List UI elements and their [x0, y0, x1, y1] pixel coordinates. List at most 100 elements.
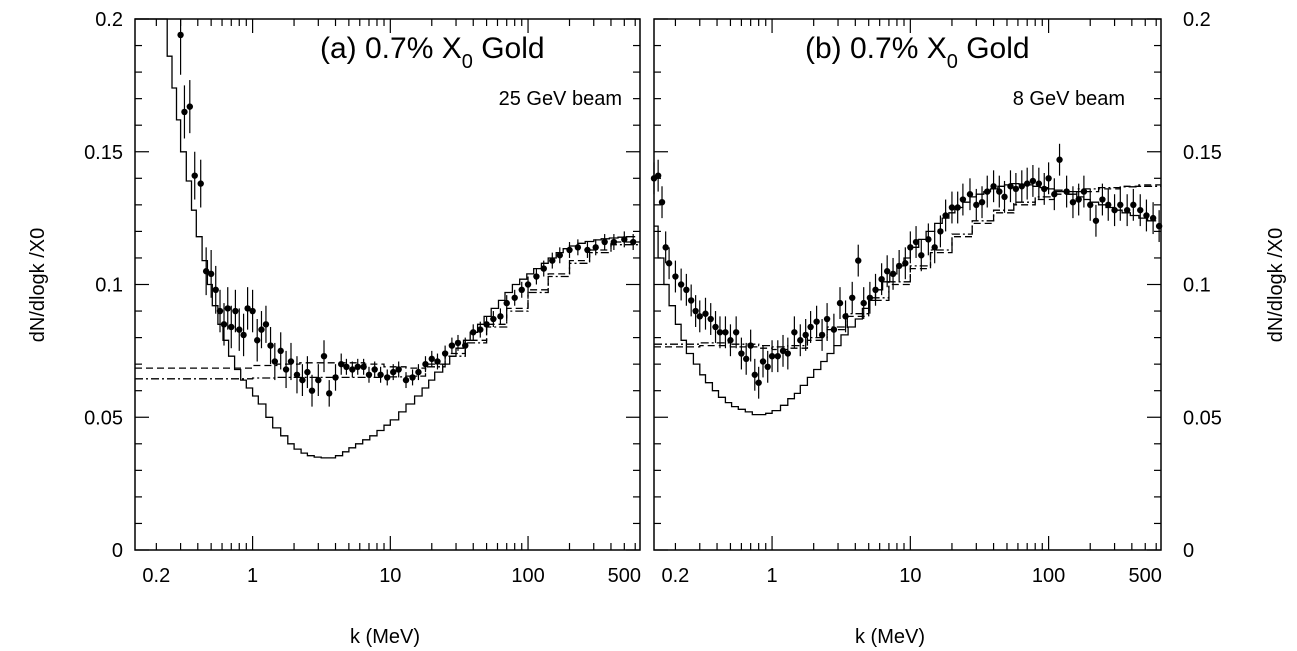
panel-b-data-point [1069, 198, 1077, 206]
panel-a-ytick-label: 0 [112, 540, 123, 562]
panel-a-mc-dashdot [135, 244, 640, 380]
panel-a-data-point [540, 265, 547, 272]
panel-b-data-point [662, 244, 669, 251]
panel-b-xlabel: k (MeV) [855, 626, 925, 648]
panel-b-xtick-label: 100 [1032, 565, 1065, 587]
panel-b-data-point [918, 252, 925, 259]
panel-b-title-sub: 0 [947, 51, 958, 73]
panel-b-data-point [1045, 175, 1052, 182]
panel-b-data-point [1117, 201, 1124, 209]
panel-a-data-point [592, 244, 599, 251]
panel-a-data-point [556, 252, 563, 259]
panel-b-data-point [1130, 201, 1137, 209]
panel-b-data-point [1137, 206, 1144, 214]
panel-b-data-point [677, 281, 685, 288]
panel-a-data-point [549, 257, 556, 264]
panel-a-data-point [395, 366, 402, 373]
panel-b-data-point [973, 201, 980, 209]
panel-a-plot: 0 0.05 0.1 0.15 0.2 0.2 1 10 100 500 [84, 9, 641, 587]
panel-b-data-point [942, 212, 949, 219]
panel-a-xlabel: k (MeV) [350, 626, 420, 648]
panel-b-title-suffix: Gold [958, 32, 1030, 65]
panel-a-data-point [244, 305, 251, 312]
panel-a-title-main: (a) 0.7% X [320, 32, 462, 65]
panel-b-data-point [1099, 196, 1106, 203]
panel-a-data-point [584, 246, 591, 254]
panel-b-data-point [978, 198, 986, 206]
panel-b-data-point [860, 299, 867, 307]
panel-b-data-point [764, 363, 771, 371]
panel-b-xtick-label: 500 [1129, 565, 1162, 587]
panel-b-data-point [807, 323, 814, 331]
panel-a-data-point [409, 374, 416, 381]
panel-a-data-point [293, 371, 301, 378]
panel-b-title: (b) 0.7% X0 Gold [805, 32, 1030, 73]
panel-b-data-point [1075, 196, 1082, 203]
panel-a-data-point [384, 374, 391, 381]
panel-a-data-point [524, 281, 532, 288]
panel-a-data-point [197, 180, 204, 187]
panel-a-data-point [236, 326, 243, 333]
panel-b-data-point [774, 352, 781, 360]
panel-b-data-point [692, 307, 699, 315]
panel-a-data-point [240, 331, 247, 339]
panel-b-data-point [768, 352, 776, 360]
panel-b-data-point [1041, 185, 1048, 193]
panel-b-data-point [996, 188, 1003, 195]
panel-a-data-point [434, 358, 441, 365]
panel-a: 0 0.05 0.1 0.15 0.2 0.2 1 10 100 500 (a) 0.7% X0 … [27, 9, 641, 648]
panel-b-data-point [855, 257, 862, 264]
panel-a-data-point [490, 315, 497, 323]
panel-a-data-point [454, 339, 462, 347]
panel-b-data-point [732, 329, 740, 336]
panel-a-subtitle: 25 GeV beam [499, 88, 622, 110]
panel-a-data-point [299, 376, 306, 384]
panel-b-data-point [802, 331, 809, 339]
panel-b-data-point [1123, 206, 1131, 214]
panel-b-data-point [751, 371, 758, 378]
panel-b-data-point [722, 329, 729, 336]
panel-b-data-point [937, 228, 944, 235]
panel-b-data-point [1143, 212, 1150, 219]
panel-a-data-point [360, 363, 367, 371]
panel-a-data-point [629, 238, 637, 246]
panel-a-ytick-label: 0.1 [95, 275, 123, 297]
panel-b-data-point [849, 294, 856, 301]
panel-a-data-point [308, 387, 316, 394]
panel-b-data-point [1051, 191, 1058, 198]
panel-b-ytick-label: 0.2 [1183, 9, 1211, 31]
panel-a-data-point [315, 376, 322, 384]
panel-a-data-point [354, 363, 361, 371]
panel-b-data-point [702, 310, 709, 317]
panel-b-data-point [784, 350, 792, 357]
panel-b-data-point [959, 196, 967, 203]
panel-a-data-point [287, 358, 295, 365]
panel-b-data-point [712, 323, 719, 331]
panel-a-data-point [365, 371, 373, 378]
panel-b-data-point [1001, 193, 1008, 201]
panel-a-xtick-label: 500 [608, 565, 641, 587]
panel-b-data-point [813, 318, 820, 325]
panel-b-plot: 0 0.05 0.1 0.15 0.2 0.2 1 10 100 500 [650, 9, 1222, 587]
panel-b-data-point [966, 191, 974, 198]
panel-b-data-point [665, 260, 673, 267]
panel-b-subtitle: 8 GeV beam [1013, 88, 1125, 110]
panel-a-xtick-label: 0.2 [142, 565, 170, 587]
panel-a-data-point [533, 273, 540, 280]
panel-a-data-point [277, 347, 284, 355]
panel-b-data-point [1012, 185, 1020, 193]
panel-b-data-point [755, 379, 762, 386]
panel-b-mc-solid [654, 182, 1157, 416]
panel-b-mc-dashed [654, 184, 1161, 351]
panel-b-data-point [823, 315, 831, 323]
panel-b-ytick-label: 0 [1183, 540, 1194, 562]
panel-a-data-point [511, 294, 518, 301]
panel-b-data-point [1087, 201, 1094, 209]
panel-a-data-point [212, 286, 219, 294]
panel-a-data-point [332, 374, 339, 381]
panel-b-data-point [948, 204, 956, 211]
panel-b-data-point [707, 315, 714, 323]
panel-a-data-point [402, 376, 410, 384]
panel-a-data-point [207, 270, 215, 278]
